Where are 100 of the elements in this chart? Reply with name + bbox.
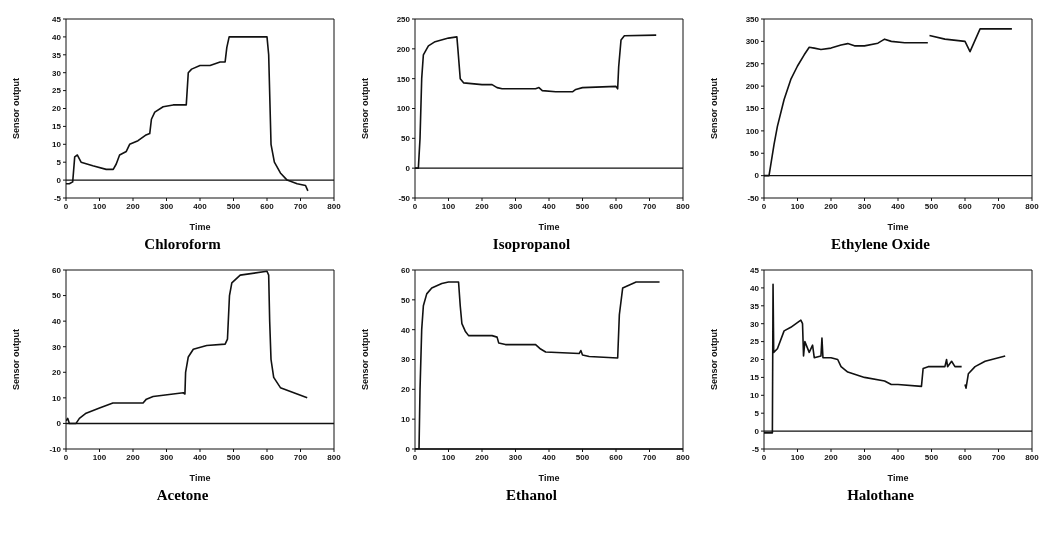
x-tick-label: 500 [924, 201, 939, 211]
x-axis-title: Time [189, 222, 211, 232]
x-tick-label: 300 [857, 452, 872, 462]
x-tick-label: 700 [642, 201, 657, 211]
y-tick-label: 45 [52, 14, 62, 24]
y-tick-label: 10 [401, 415, 411, 425]
x-tick-label: 800 [327, 201, 342, 211]
x-tick-label: 500 [575, 201, 590, 211]
y-tick-label: 25 [750, 337, 760, 347]
y-tick-label: 30 [52, 342, 62, 352]
y-axis-title: Sensor output [360, 329, 371, 390]
x-axis-title: Time [887, 222, 909, 232]
x-tick-label: 800 [1025, 452, 1040, 462]
x-tick-label: 600 [958, 452, 973, 462]
y-tick-label: 0 [405, 444, 411, 454]
x-tick-label: 400 [542, 452, 557, 462]
y-tick-label: 0 [56, 175, 62, 185]
x-tick-label: 500 [924, 452, 939, 462]
x-tick-label: 700 [642, 452, 657, 462]
text: Ethanol [505, 487, 558, 504]
text: Halothane [846, 487, 915, 504]
y-tick-label: 25 [52, 86, 62, 96]
y-tick-label: -5 [53, 193, 62, 203]
x-tick-label: 0 [412, 452, 418, 462]
x-tick-label: 700 [293, 201, 308, 211]
y-tick-label: 40 [750, 283, 760, 293]
x-tick-label: 0 [761, 201, 767, 211]
x-tick-label: 500 [226, 452, 241, 462]
y-tick-label: -5 [751, 444, 760, 454]
y-tick-label: 200 [396, 44, 411, 54]
x-tick-label: 200 [126, 201, 141, 211]
x-tick-label: 800 [676, 452, 691, 462]
x-tick-label: 300 [159, 452, 174, 462]
x-tick-label: 700 [991, 452, 1006, 462]
x-tick-label: 0 [761, 452, 767, 462]
text: Isopropanol [491, 236, 572, 253]
y-axis-title: Sensor output [709, 78, 720, 139]
y-axis-title: Sensor output [360, 78, 371, 139]
y-tick-label: 250 [745, 59, 760, 69]
y-tick-label: 15 [750, 373, 760, 383]
y-tick-label: 60 [401, 265, 411, 275]
y-tick-label: 5 [754, 409, 760, 419]
y-tick-label: 15 [52, 122, 62, 132]
y-tick-label: 20 [52, 104, 62, 114]
x-tick-label: 600 [260, 201, 275, 211]
y-tick-label: 30 [401, 355, 411, 365]
x-axis-title: Time [538, 473, 560, 483]
y-tick-label: 10 [52, 140, 62, 150]
x-tick-label: 600 [609, 452, 624, 462]
y-tick-label: 200 [745, 81, 760, 91]
y-tick-label: 10 [750, 391, 760, 401]
y-axis-title: Sensor output [11, 78, 22, 139]
y-tick-label: 0 [405, 164, 411, 174]
y-tick-label: 0 [56, 419, 62, 429]
y-tick-label: -10 [49, 444, 62, 454]
y-tick-label: 350 [745, 14, 760, 24]
x-tick-label: 500 [575, 452, 590, 462]
y-tick-label: 50 [750, 149, 760, 159]
y-tick-label: 35 [750, 301, 760, 311]
x-tick-label: 300 [857, 201, 872, 211]
text: Chloroform [143, 236, 222, 253]
x-tick-label: 200 [824, 201, 839, 211]
x-tick-label: 600 [260, 452, 275, 462]
x-axis-title: Time [538, 222, 560, 232]
x-tick-label: 300 [508, 452, 523, 462]
x-tick-label: 400 [542, 201, 557, 211]
y-tick-label: 0 [754, 171, 760, 181]
y-tick-label: 100 [745, 126, 760, 136]
x-tick-label: 100 [92, 452, 107, 462]
y-tick-label: 100 [396, 104, 411, 114]
text: Ethylene Oxide [830, 236, 931, 253]
x-tick-label: 200 [824, 452, 839, 462]
y-tick-label: 50 [52, 291, 62, 301]
x-tick-label: 400 [193, 201, 208, 211]
x-tick-label: 100 [92, 201, 107, 211]
x-tick-label: 200 [126, 452, 141, 462]
y-tick-label: 150 [396, 74, 411, 84]
y-tick-label: -50 [747, 193, 760, 203]
y-tick-label: 20 [750, 355, 760, 365]
y-tick-label: -50 [398, 193, 411, 203]
y-tick-label: 40 [52, 316, 62, 326]
x-tick-label: 800 [1025, 201, 1040, 211]
y-tick-label: 30 [52, 68, 62, 78]
x-tick-label: 800 [676, 201, 691, 211]
x-tick-label: 100 [790, 452, 805, 462]
x-axis-title: Time [189, 473, 211, 483]
x-tick-label: 0 [412, 201, 418, 211]
x-tick-label: 200 [475, 452, 490, 462]
x-tick-label: 100 [790, 201, 805, 211]
x-tick-label: 200 [475, 201, 490, 211]
y-tick-label: 50 [401, 134, 411, 144]
y-tick-label: 250 [396, 14, 411, 24]
x-tick-label: 100 [441, 201, 456, 211]
y-axis-title: Sensor output [709, 329, 720, 390]
x-tick-label: 500 [226, 201, 241, 211]
y-tick-label: 40 [52, 32, 62, 42]
y-tick-label: 10 [52, 393, 62, 403]
y-tick-label: 5 [56, 158, 62, 168]
y-tick-label: 20 [52, 368, 62, 378]
x-tick-label: 0 [63, 201, 69, 211]
